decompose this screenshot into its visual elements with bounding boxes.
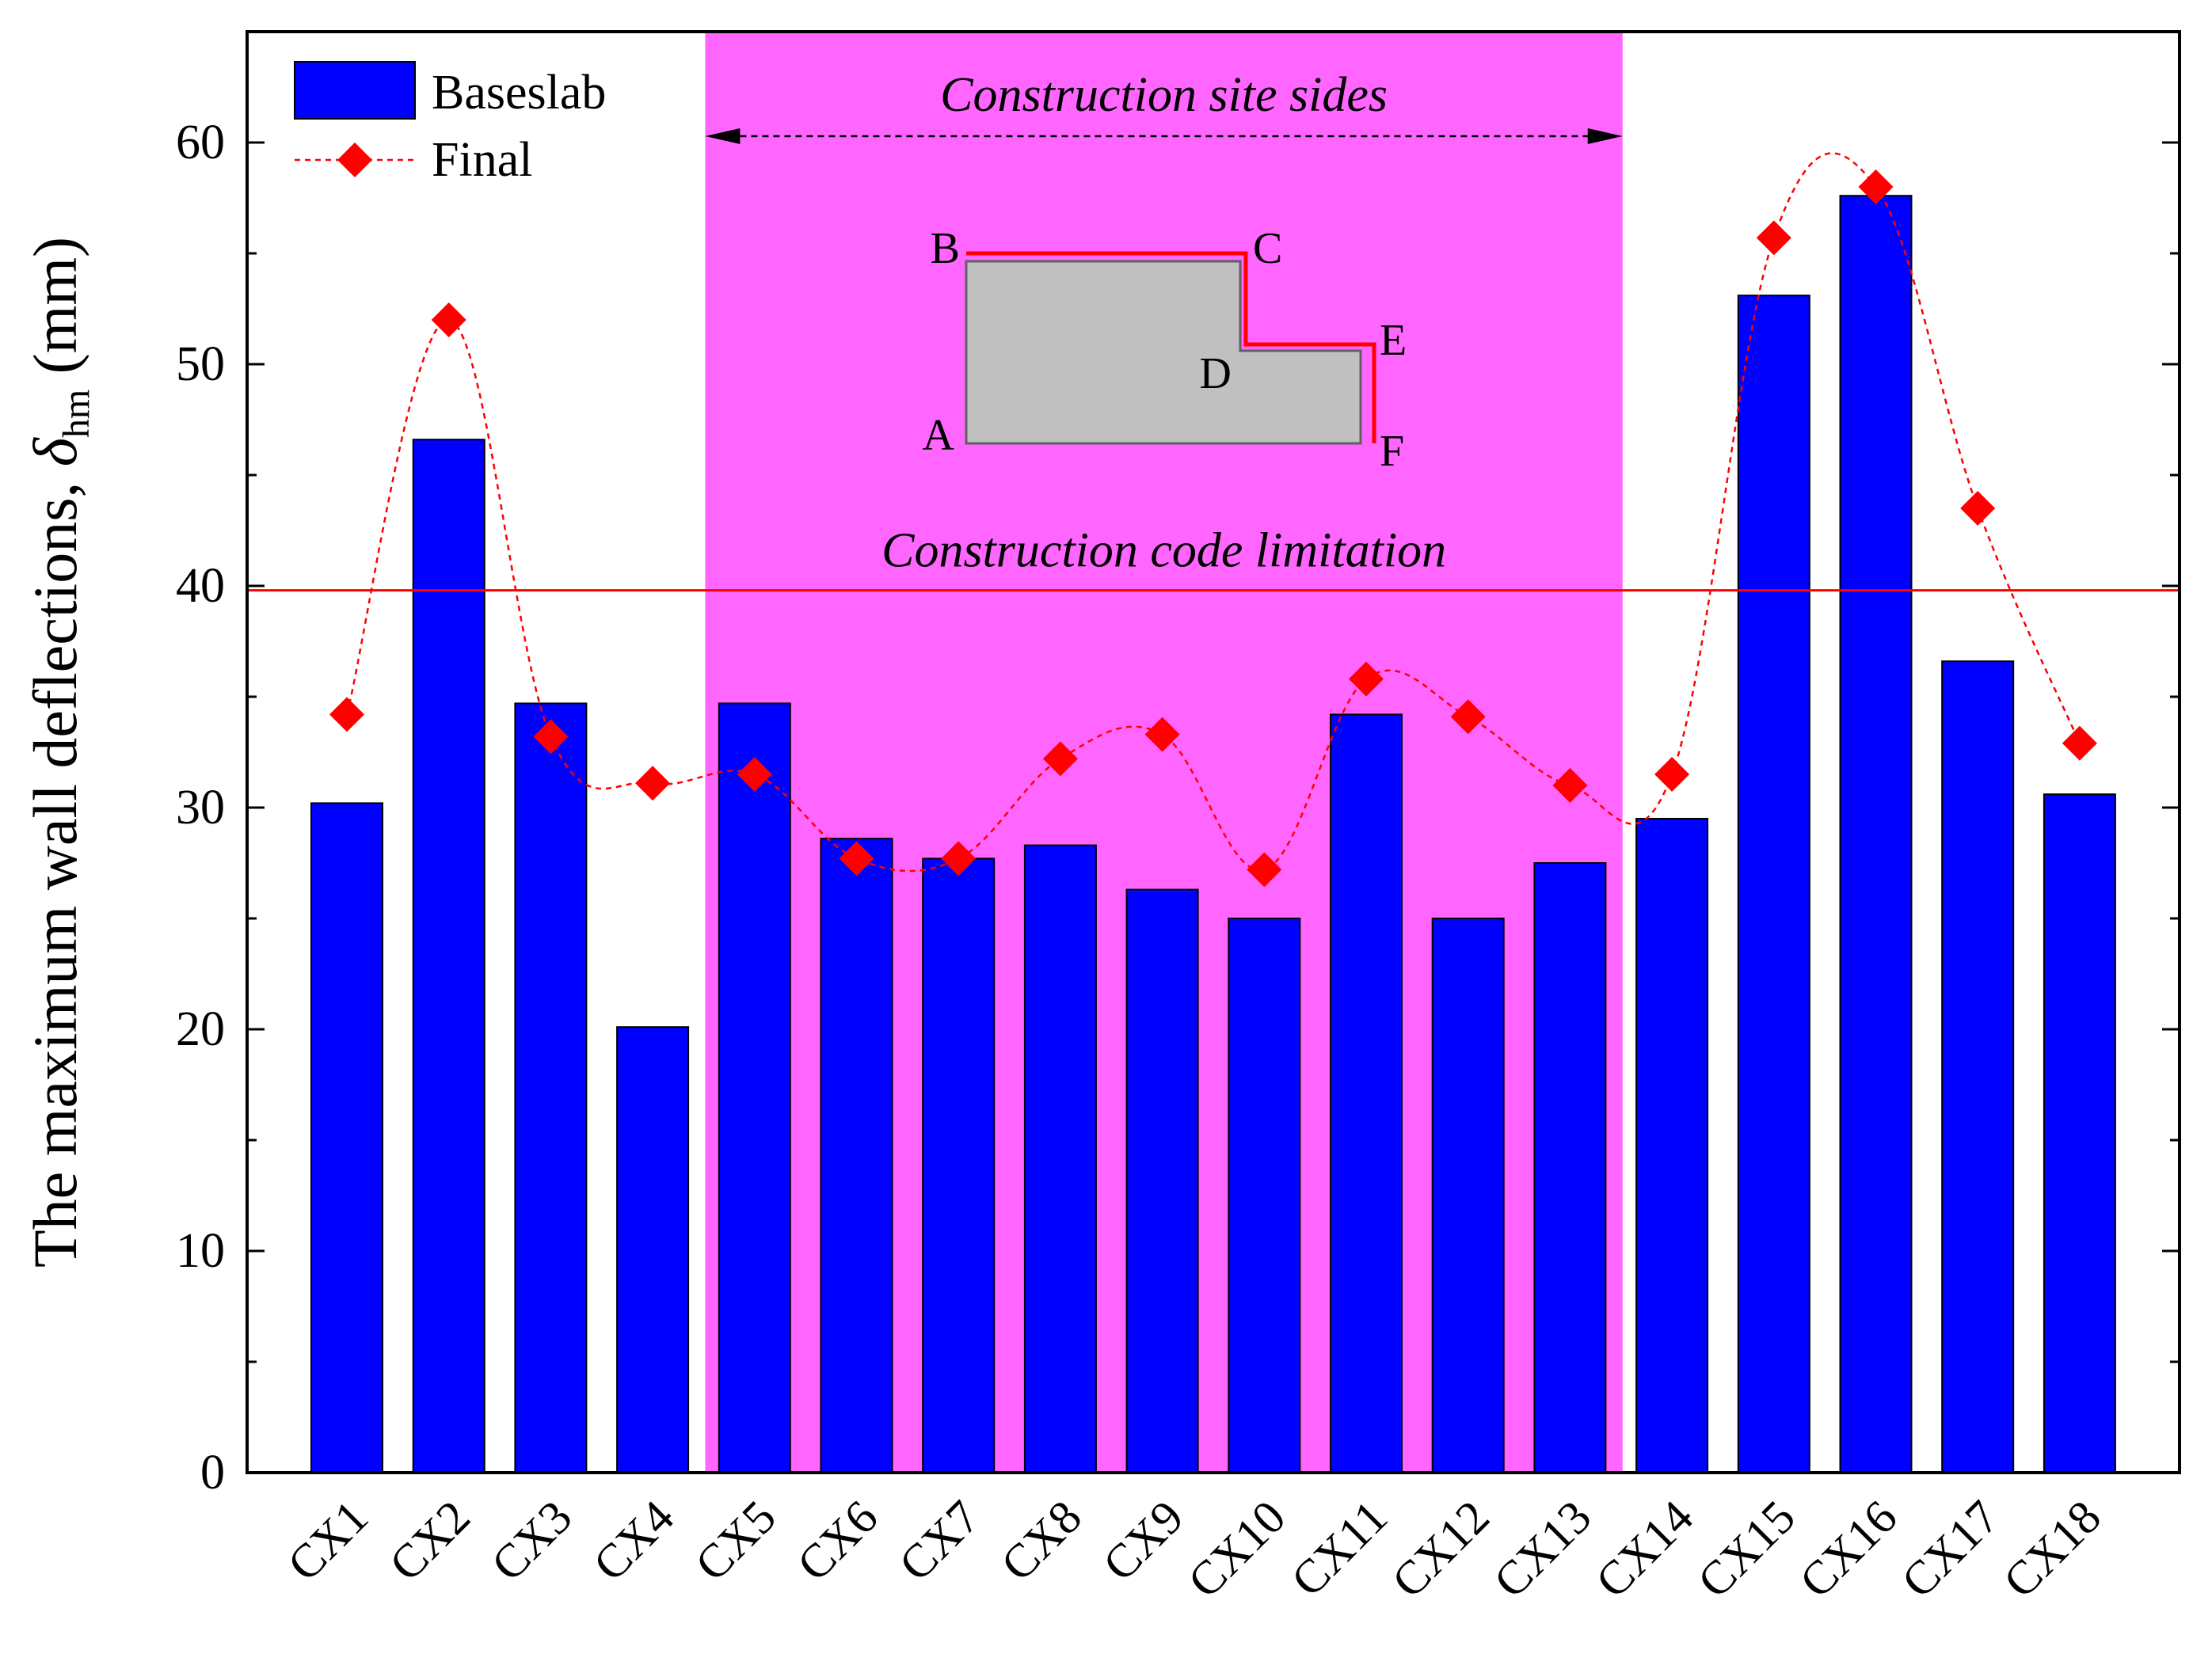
y-axis-label: The maximum wall deflections, δhm (mm) — [21, 237, 97, 1268]
y-tick-label: 60 — [176, 116, 225, 169]
x-tick-label-CX14: CX14 — [1586, 1491, 1703, 1608]
legend: Baseslab Final — [294, 61, 606, 187]
bar-CX4 — [616, 1026, 690, 1473]
x-tick-labels: CX1 CX2 CX3 CX4 CX5 CX6 CX7 CX8 CX9CX10CX11CX12C… — [277, 1491, 2111, 1608]
bar-CX16 — [1839, 195, 1913, 1474]
construction-site-label: Construction site sides — [940, 68, 1388, 122]
bar-CX5 — [718, 702, 791, 1473]
x-tick-label-CX6: CX6 — [787, 1491, 888, 1591]
legend-marker-swatch — [337, 143, 372, 177]
inset-point-A: A — [923, 411, 955, 460]
x-tick-label-CX13: CX13 — [1484, 1491, 1601, 1608]
x-tick-label-CX1: CX1 — [277, 1491, 378, 1591]
x-tick-label-CX2: CX2 — [379, 1491, 480, 1591]
final-marker-CX1 — [329, 697, 364, 732]
x-tick-label-CX11: CX11 — [1281, 1491, 1397, 1606]
bar-CX15 — [1737, 295, 1810, 1474]
x-tick-label-CX5: CX5 — [685, 1491, 786, 1591]
bar-CX6 — [820, 838, 893, 1473]
legend-label-baseslab: Baseslab — [432, 66, 606, 120]
bar-CX9 — [1125, 888, 1199, 1473]
y-tick-label: 30 — [176, 781, 225, 834]
bar-CX10 — [1228, 918, 1301, 1473]
bar-CX7 — [922, 857, 996, 1473]
plot-frame — [246, 30, 2181, 1474]
final-marker-CX4 — [635, 766, 671, 801]
x-tick-label-CX10: CX10 — [1178, 1491, 1295, 1608]
annotations: Construction site sides Construction code… — [705, 68, 1623, 578]
final-marker-CX11 — [1349, 661, 1384, 697]
final-marker-CX15 — [1756, 220, 1791, 256]
legend-bar-swatch — [294, 61, 416, 120]
final-marker-CX5 — [737, 757, 772, 792]
final-marker-CX14 — [1654, 757, 1690, 792]
bar-CX11 — [1330, 713, 1403, 1473]
bar-CX8 — [1023, 844, 1097, 1473]
final-marker-CX18 — [2062, 725, 2097, 761]
bar-CX12 — [1431, 918, 1505, 1473]
y-tick-label: 20 — [176, 1002, 225, 1056]
inset-point-D: D — [1200, 349, 1232, 398]
bar-CX14 — [1635, 818, 1709, 1473]
axes — [246, 30, 2181, 1474]
y-tick-label: 0 — [200, 1446, 225, 1500]
bar-CX13 — [1533, 862, 1607, 1473]
x-tick-label-CX17: CX17 — [1891, 1491, 2008, 1608]
legend-label-final: Final — [432, 133, 532, 187]
final-marker-CX6 — [839, 841, 874, 876]
x-tick-label-CX3: CX3 — [482, 1491, 582, 1591]
inset-site-shape — [965, 260, 1362, 445]
final-marker-CX16 — [1858, 169, 1894, 204]
x-tick-label-CX9: CX9 — [1093, 1491, 1194, 1591]
final-marker-CX8 — [1042, 741, 1078, 777]
y-tick-label: 10 — [176, 1224, 225, 1278]
bar-CX2 — [412, 439, 485, 1474]
bar-series — [310, 195, 2116, 1474]
inset-point-C: C — [1253, 224, 1282, 273]
x-tick-label-CX4: CX4 — [583, 1491, 683, 1591]
final-series-markers — [329, 169, 2097, 888]
y-tick-label: 50 — [176, 337, 225, 391]
site-arrow-left — [705, 128, 741, 144]
final-marker-CX13 — [1552, 768, 1588, 803]
y-ticks: 0 10 20 30 40 50 60 — [176, 116, 2180, 1500]
inset-point-B: B — [931, 224, 960, 273]
y-axis-label-text: The maximum wall deflections, δhm (mm) — [21, 237, 97, 1268]
bar-CX17 — [1941, 660, 2015, 1474]
final-marker-CX12 — [1450, 699, 1486, 735]
final-marker-CX9 — [1144, 717, 1180, 752]
x-tick-label-CX15: CX15 — [1688, 1491, 1805, 1608]
x-tick-label-CX12: CX12 — [1382, 1491, 1499, 1608]
x-tick-label-CX18: CX18 — [1993, 1491, 2111, 1608]
bar-CX18 — [2043, 793, 2116, 1473]
y-tick-label: 40 — [176, 559, 225, 613]
final-marker-CX10 — [1247, 852, 1282, 888]
x-tick-label-CX8: CX8 — [991, 1491, 1091, 1591]
final-marker-CX7 — [941, 841, 977, 876]
site-arrow-right — [1587, 128, 1623, 144]
limit-line-label: Construction code limitation — [881, 524, 1446, 578]
bar-CX1 — [310, 802, 383, 1473]
final-marker-CX2 — [431, 302, 466, 337]
bar-CX3 — [514, 702, 588, 1473]
final-marker-CX3 — [533, 719, 569, 755]
final-marker-CX17 — [1960, 491, 1996, 526]
inset-red-outline — [966, 251, 1376, 443]
inset-point-F: F — [1380, 427, 1404, 476]
x-tick-label-CX7: CX7 — [889, 1491, 990, 1591]
x-tick-label-CX16: CX16 — [1790, 1491, 1907, 1608]
inset-diagram: A B C D E F — [923, 224, 1407, 476]
inset-point-E: E — [1380, 316, 1407, 365]
